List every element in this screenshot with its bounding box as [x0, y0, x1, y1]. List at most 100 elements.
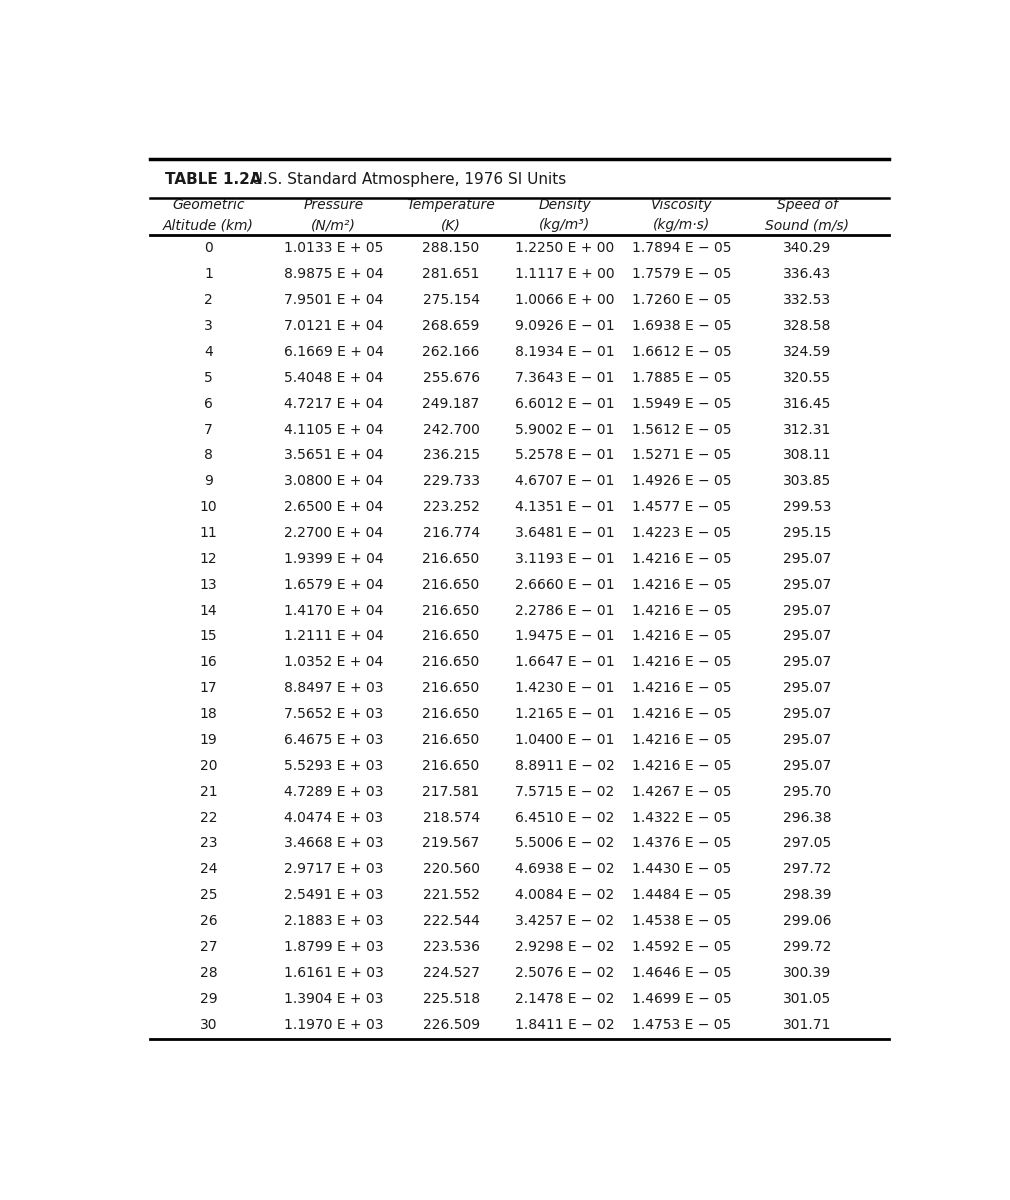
Text: 17: 17	[200, 682, 217, 695]
Text: (N/m²): (N/m²)	[311, 218, 357, 233]
Text: 297.72: 297.72	[783, 863, 831, 876]
Text: 1.4376 E − 05: 1.4376 E − 05	[632, 836, 731, 851]
Text: 10: 10	[200, 500, 217, 514]
Text: 2.2786 E − 01: 2.2786 E − 01	[515, 604, 614, 618]
Text: 1.4267 E − 05: 1.4267 E − 05	[632, 785, 731, 799]
Text: 249.187: 249.187	[422, 397, 480, 410]
Text: 1: 1	[204, 268, 213, 281]
Text: 20: 20	[200, 758, 217, 773]
Text: 1.4216 E − 05: 1.4216 E − 05	[632, 577, 732, 592]
Text: 7.0121 E + 04: 7.0121 E + 04	[284, 319, 384, 334]
Text: 8.8911 E − 02: 8.8911 E − 02	[515, 758, 614, 773]
Text: 216.650: 216.650	[422, 758, 480, 773]
Text: 295.15: 295.15	[783, 526, 831, 540]
Text: 1.4230 E − 01: 1.4230 E − 01	[515, 682, 614, 695]
Text: 2.2700 E + 04: 2.2700 E + 04	[284, 526, 383, 540]
Text: 1.8799 E + 03: 1.8799 E + 03	[284, 940, 384, 954]
Text: 301.05: 301.05	[783, 991, 831, 1006]
Text: 19: 19	[200, 733, 217, 746]
Text: 1.8411 E − 02: 1.8411 E − 02	[515, 1018, 614, 1032]
Text: 8: 8	[204, 449, 213, 462]
Text: 340.29: 340.29	[783, 241, 831, 256]
Text: 295.07: 295.07	[783, 577, 831, 592]
Text: 2.6500 E + 04: 2.6500 E + 04	[284, 500, 384, 514]
Text: 295.70: 295.70	[783, 785, 831, 799]
Text: 1.0400 E − 01: 1.0400 E − 01	[515, 733, 614, 746]
Text: 242.700: 242.700	[422, 422, 480, 437]
Text: 6.4510 E − 02: 6.4510 E − 02	[515, 810, 614, 824]
Text: Geometric: Geometric	[172, 198, 244, 212]
Text: 1.1970 E + 03: 1.1970 E + 03	[284, 1018, 384, 1032]
Text: 1.4216 E − 05: 1.4216 E − 05	[632, 604, 732, 618]
Text: 1.4646 E − 05: 1.4646 E − 05	[632, 966, 732, 980]
Text: 320.55: 320.55	[783, 371, 831, 385]
Text: 21: 21	[200, 785, 217, 799]
Text: 216.650: 216.650	[422, 604, 480, 618]
Text: 1.9399 E + 04: 1.9399 E + 04	[284, 552, 384, 566]
Text: 295.07: 295.07	[783, 682, 831, 695]
Text: 1.4216 E − 05: 1.4216 E − 05	[632, 630, 732, 643]
Text: 301.71: 301.71	[783, 1018, 831, 1032]
Text: 24: 24	[200, 863, 217, 876]
Text: (kg/m·s): (kg/m·s)	[653, 218, 711, 233]
Text: 6: 6	[204, 397, 213, 410]
Text: Viscosity: Viscosity	[651, 198, 713, 212]
Text: 220.560: 220.560	[422, 863, 480, 876]
Text: 12: 12	[200, 552, 217, 566]
Text: 1.6647 E − 01: 1.6647 E − 01	[515, 655, 614, 670]
Text: 1.4753 E − 05: 1.4753 E − 05	[632, 1018, 731, 1032]
Text: 4.1105 E + 04: 4.1105 E + 04	[284, 422, 384, 437]
Text: 1.4216 E − 05: 1.4216 E − 05	[632, 682, 732, 695]
Text: 1.4216 E − 05: 1.4216 E − 05	[632, 707, 732, 721]
Text: 221.552: 221.552	[422, 888, 480, 902]
Text: 216.774: 216.774	[422, 526, 480, 540]
Text: 1.4577 E − 05: 1.4577 E − 05	[632, 500, 731, 514]
Text: 29: 29	[200, 991, 217, 1006]
Text: 303.85: 303.85	[783, 474, 831, 488]
Text: 2.6660 E − 01: 2.6660 E − 01	[515, 577, 614, 592]
Text: 216.650: 216.650	[422, 630, 480, 643]
Text: 223.536: 223.536	[422, 940, 480, 954]
Text: 217.581: 217.581	[422, 785, 480, 799]
Text: 1.1117 E + 00: 1.1117 E + 00	[515, 268, 614, 281]
Text: 1.2250 E + 00: 1.2250 E + 00	[515, 241, 614, 256]
Text: 300.39: 300.39	[783, 966, 831, 980]
Text: 295.07: 295.07	[783, 630, 831, 643]
Text: Speed of: Speed of	[777, 198, 837, 212]
Text: Altitude (km): Altitude (km)	[163, 218, 254, 233]
Text: 1.4216 E − 05: 1.4216 E − 05	[632, 552, 732, 566]
Text: 4: 4	[204, 344, 213, 359]
Text: 295.07: 295.07	[783, 733, 831, 746]
Text: 1.4926 E − 05: 1.4926 E − 05	[632, 474, 732, 488]
Text: 4.7217 E + 04: 4.7217 E + 04	[284, 397, 384, 410]
Text: 216.650: 216.650	[422, 707, 480, 721]
Text: 1.4430 E − 05: 1.4430 E − 05	[632, 863, 731, 876]
Text: 1.4538 E − 05: 1.4538 E − 05	[632, 914, 731, 928]
Text: 1.0133 E + 05: 1.0133 E + 05	[284, 241, 384, 256]
Text: 0: 0	[204, 241, 213, 256]
Text: Density: Density	[538, 198, 591, 212]
Text: 1.7579 E − 05: 1.7579 E − 05	[632, 268, 731, 281]
Text: 2.9717 E + 03: 2.9717 E + 03	[284, 863, 384, 876]
Text: 30: 30	[200, 1018, 217, 1032]
Text: 1.4592 E − 05: 1.4592 E − 05	[632, 940, 731, 954]
Text: 4.0084 E − 02: 4.0084 E − 02	[515, 888, 614, 902]
Text: 336.43: 336.43	[783, 268, 831, 281]
Text: 7.3643 E − 01: 7.3643 E − 01	[515, 371, 614, 385]
Text: 1.5949 E − 05: 1.5949 E − 05	[632, 397, 732, 410]
Text: 3.0800 E + 04: 3.0800 E + 04	[284, 474, 384, 488]
Text: 5.5006 E − 02: 5.5006 E − 02	[515, 836, 614, 851]
Text: 1.5612 E − 05: 1.5612 E − 05	[632, 422, 732, 437]
Text: 1.6938 E − 05: 1.6938 E − 05	[632, 319, 732, 334]
Text: 255.676: 255.676	[422, 371, 480, 385]
Text: 23: 23	[200, 836, 217, 851]
Text: 299.72: 299.72	[783, 940, 831, 954]
Text: 225.518: 225.518	[422, 991, 480, 1006]
Text: 9: 9	[204, 474, 213, 488]
Text: 1.6579 E + 04: 1.6579 E + 04	[284, 577, 384, 592]
Text: 1.5271 E − 05: 1.5271 E − 05	[632, 449, 731, 462]
Text: 7: 7	[204, 422, 213, 437]
Text: 281.651: 281.651	[422, 268, 480, 281]
Text: 1.4484 E − 05: 1.4484 E − 05	[632, 888, 731, 902]
Text: 4.0474 E + 03: 4.0474 E + 03	[284, 810, 383, 824]
